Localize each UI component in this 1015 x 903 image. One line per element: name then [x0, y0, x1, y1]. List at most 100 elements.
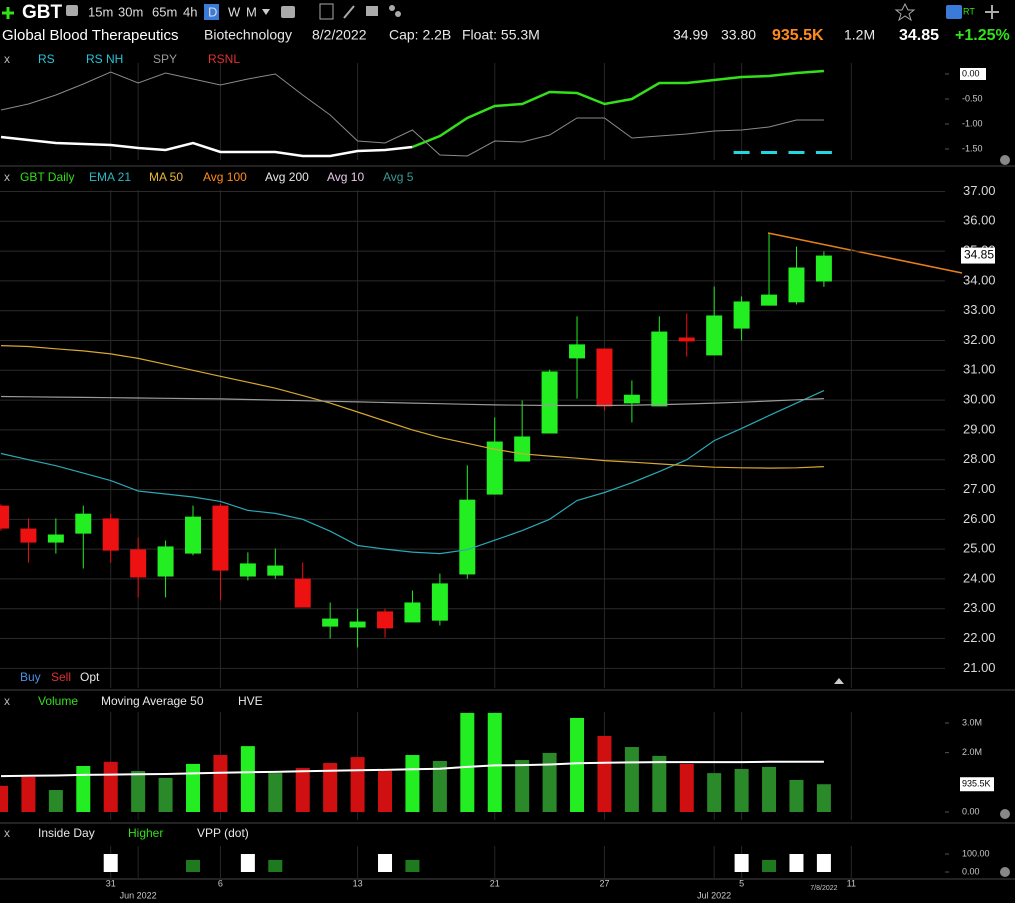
candle-body — [706, 315, 723, 356]
candle-body — [404, 602, 421, 623]
y-tick-label: 21.00 — [963, 660, 996, 675]
volume-bar — [0, 785, 8, 812]
signal-bar — [186, 859, 201, 873]
candle-body — [569, 344, 586, 359]
scroll-marker[interactable] — [834, 678, 844, 684]
legend-entry[interactable]: Higher — [128, 826, 163, 840]
legend-entry[interactable]: Moving Average 50 — [101, 694, 204, 708]
volume-bar — [652, 755, 667, 812]
add-icon[interactable] — [2, 7, 14, 19]
candle-body — [623, 394, 640, 404]
interval-button[interactable]: D — [208, 4, 217, 19]
x-tick-label: Jun 2022 — [120, 890, 157, 900]
close-button[interactable]: x — [4, 170, 10, 184]
icon[interactable] — [281, 6, 295, 18]
legend-entry[interactable]: SPY — [153, 52, 177, 66]
x-tick-label: 11 — [847, 878, 856, 888]
icon[interactable] — [319, 3, 334, 20]
close-button[interactable]: x — [4, 52, 10, 66]
candle-body — [212, 505, 229, 571]
interval-button[interactable]: 15m — [88, 4, 113, 19]
day-high: 34.99 — [673, 27, 708, 43]
candle-body — [459, 499, 476, 575]
signal-bar — [734, 853, 749, 873]
float: Float: 55.3M — [462, 27, 540, 43]
icon[interactable] — [389, 5, 395, 11]
star-icon[interactable] — [894, 2, 916, 22]
industry: Biotechnology — [204, 27, 292, 43]
interval-button[interactable]: W — [228, 4, 241, 19]
moving-average-line — [0, 395, 824, 407]
legend-entry[interactable]: RS — [38, 52, 55, 66]
volume-bar — [21, 776, 36, 812]
y-tick-label: 37.00 — [963, 183, 996, 198]
dropdown-arrow[interactable] — [262, 9, 270, 15]
volume-bar — [597, 736, 612, 812]
legend-entry[interactable]: HVE — [238, 694, 263, 708]
volume-bar — [789, 779, 804, 812]
legend-entry[interactable]: Avg 5 — [383, 170, 414, 184]
order-button[interactable]: Sell — [51, 670, 71, 684]
legend-entry[interactable]: RSNL — [208, 52, 240, 66]
y-tick-label: 3.0M — [962, 717, 982, 727]
candle-body — [377, 611, 394, 629]
close-button[interactable]: x — [4, 826, 10, 840]
y-tick-label: 32.00 — [963, 332, 996, 347]
icon[interactable] — [343, 5, 355, 19]
legend-entry[interactable]: Avg 200 — [265, 170, 309, 184]
volume: 935.5K — [772, 27, 824, 44]
interval-button[interactable]: 4h — [183, 4, 197, 19]
volume-bar — [460, 712, 475, 812]
y-tick-label: 23.00 — [963, 600, 996, 615]
avg-volume: 1.2M — [844, 27, 875, 43]
legend-entry[interactable]: Avg 10 — [327, 170, 364, 184]
tick-label-box — [960, 68, 986, 80]
icon[interactable] — [366, 6, 378, 16]
volume-bar — [103, 761, 118, 812]
panel-close[interactable] — [1000, 155, 1010, 165]
panel-title[interactable]: Volume — [38, 694, 78, 708]
candle-body — [102, 518, 119, 551]
x-tick-label: 6 — [218, 878, 223, 888]
close-button[interactable]: x — [4, 694, 10, 708]
interval-button[interactable]: M — [246, 4, 257, 19]
volume-bar — [570, 717, 585, 812]
legend-entry[interactable]: RS NH — [86, 52, 123, 66]
legend-entry[interactable]: Avg 100 — [203, 170, 247, 184]
move-icon[interactable] — [985, 5, 999, 19]
order-button[interactable]: Buy — [20, 670, 41, 684]
volume-average-line — [0, 760, 824, 778]
panel-close[interactable] — [1000, 867, 1010, 877]
interval-button[interactable]: 65m — [152, 4, 177, 19]
candle-body — [761, 294, 778, 306]
legend-entry[interactable]: EMA 21 — [89, 170, 131, 184]
candle-body — [596, 348, 613, 407]
icon[interactable] — [66, 5, 78, 16]
y-tick-label: 24.00 — [963, 570, 996, 585]
volume-bar — [48, 790, 63, 812]
interval-button[interactable]: 30m — [118, 4, 143, 19]
signal-bar — [378, 853, 393, 873]
rs-line — [411, 69, 824, 149]
panel-title[interactable]: GBT Daily — [20, 170, 74, 184]
trendline[interactable] — [767, 232, 963, 274]
y-tick-label: 34.00 — [963, 272, 996, 287]
order-button[interactable]: Opt — [80, 670, 100, 684]
icon[interactable] — [946, 5, 962, 19]
rt-badge[interactable]: RT — [963, 6, 975, 16]
signal-bar — [103, 853, 118, 873]
volume-bar — [405, 755, 420, 812]
panel-close[interactable] — [1000, 809, 1010, 819]
legend-entry[interactable]: Inside Day — [38, 826, 95, 840]
icon[interactable] — [395, 11, 401, 17]
cursor-date: 7/8/2022 — [810, 885, 837, 892]
legend-entry[interactable]: VPP (dot) — [197, 826, 249, 840]
volume-bar — [131, 771, 146, 812]
x-tick-label: 21 — [490, 878, 500, 888]
volume-bar — [350, 757, 365, 812]
rs-line — [0, 135, 413, 158]
symbol[interactable]: GBT — [22, 2, 63, 23]
legend-entry[interactable]: MA 50 — [149, 170, 183, 184]
